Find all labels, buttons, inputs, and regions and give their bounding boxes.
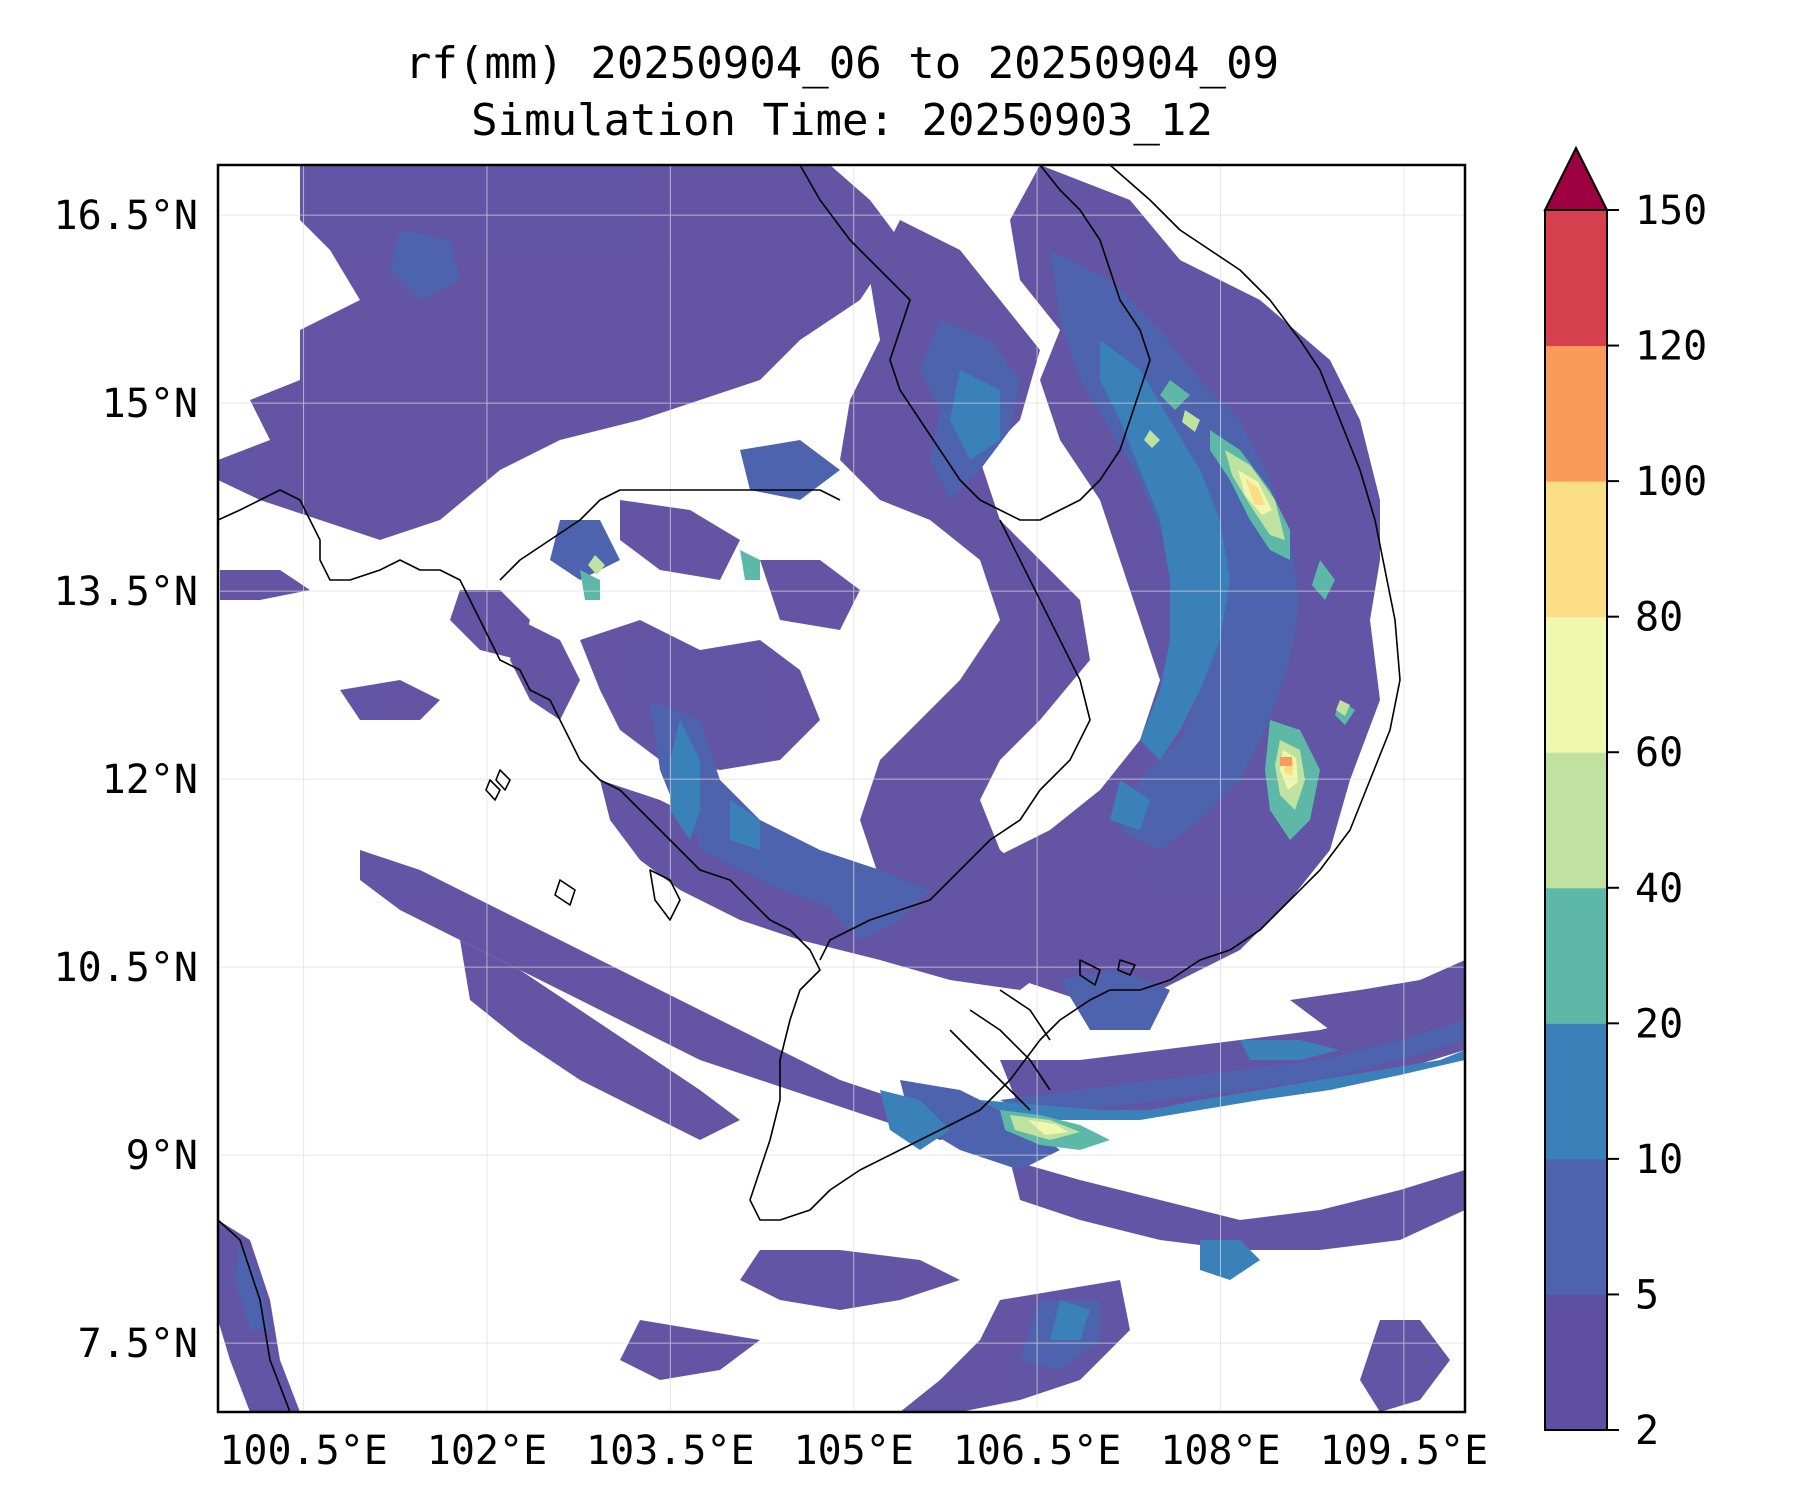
x-tick-label: 106.5°E bbox=[953, 1428, 1122, 1474]
colorbar-label: 2 bbox=[1635, 1408, 1659, 1454]
colorbar-label: 150 bbox=[1635, 188, 1707, 234]
colorbar-outline bbox=[1544, 209, 1608, 1431]
colorbar-label: 120 bbox=[1635, 324, 1707, 370]
coastlines-borders bbox=[218, 165, 1401, 1412]
colorbar-label: 5 bbox=[1635, 1272, 1659, 1318]
colorbar-segment bbox=[1545, 1023, 1607, 1160]
map-frame bbox=[216, 163, 1467, 1414]
colorbar-segment bbox=[1545, 481, 1607, 618]
rainfall-field bbox=[218, 165, 1465, 1412]
x-tick-label: 105°E bbox=[794, 1428, 914, 1474]
x-tick-label: 109.5°E bbox=[1320, 1428, 1489, 1474]
colorbar-label: 20 bbox=[1635, 1001, 1683, 1047]
x-tick-label: 102°E bbox=[427, 1428, 547, 1474]
colorbar-segment bbox=[1545, 1158, 1607, 1295]
colorbar-label: 100 bbox=[1635, 459, 1707, 505]
colorbar-extend-arrow bbox=[1543, 145, 1609, 211]
colorbar-label: 80 bbox=[1635, 595, 1683, 641]
x-axis-labels: 100.5°E 102°E 103.5°E 105°E 106.5°E 108°E 109.… bbox=[219, 1428, 1488, 1474]
x-tick-label: 108°E bbox=[1160, 1428, 1280, 1474]
colorbar-segment bbox=[1545, 210, 1607, 347]
y-tick-label: 10.5°N bbox=[54, 945, 199, 991]
x-tick-label: 103.5°E bbox=[586, 1428, 755, 1474]
y-tick-label: 12°N bbox=[102, 757, 198, 803]
rain-level-100-120 bbox=[1280, 757, 1292, 766]
rain-level-10-20 bbox=[670, 340, 1465, 1340]
colorbar-segment bbox=[1545, 1294, 1607, 1431]
y-tick-label: 13.5°N bbox=[54, 569, 199, 615]
y-tick-label: 7.5°N bbox=[78, 1321, 198, 1367]
colorbar-label: 40 bbox=[1635, 866, 1683, 912]
colorbar-label: 10 bbox=[1635, 1137, 1683, 1183]
colorbar-segment bbox=[1545, 887, 1607, 1024]
map-panel: 100.5°E 102°E 103.5°E 105°E 106.5°E 108°E 109.… bbox=[54, 163, 1488, 1474]
map-gridlines bbox=[218, 165, 1465, 1412]
colorbar-segment bbox=[1545, 616, 1607, 753]
colorbar-label: 60 bbox=[1635, 730, 1683, 776]
y-tick-label: 15°N bbox=[102, 381, 198, 427]
colorbar: 2 5 10 20 40 60 80 100 120 150 bbox=[1543, 145, 1707, 1454]
map-subtitle: Simulation Time: 20250903_12 bbox=[471, 95, 1213, 146]
map-title: rf(mm) 20250904_06 to 20250904_09 bbox=[405, 38, 1279, 89]
y-tick-label: 9°N bbox=[126, 1133, 198, 1179]
x-tick-label: 100.5°E bbox=[219, 1428, 388, 1474]
colorbar-segment bbox=[1545, 752, 1607, 889]
colorbar-segment bbox=[1545, 345, 1607, 482]
y-tick-label: 16.5°N bbox=[54, 193, 199, 239]
y-axis-labels: 16.5°N 15°N 13.5°N 12°N 10.5°N 9°N 7.5°N bbox=[54, 193, 199, 1367]
